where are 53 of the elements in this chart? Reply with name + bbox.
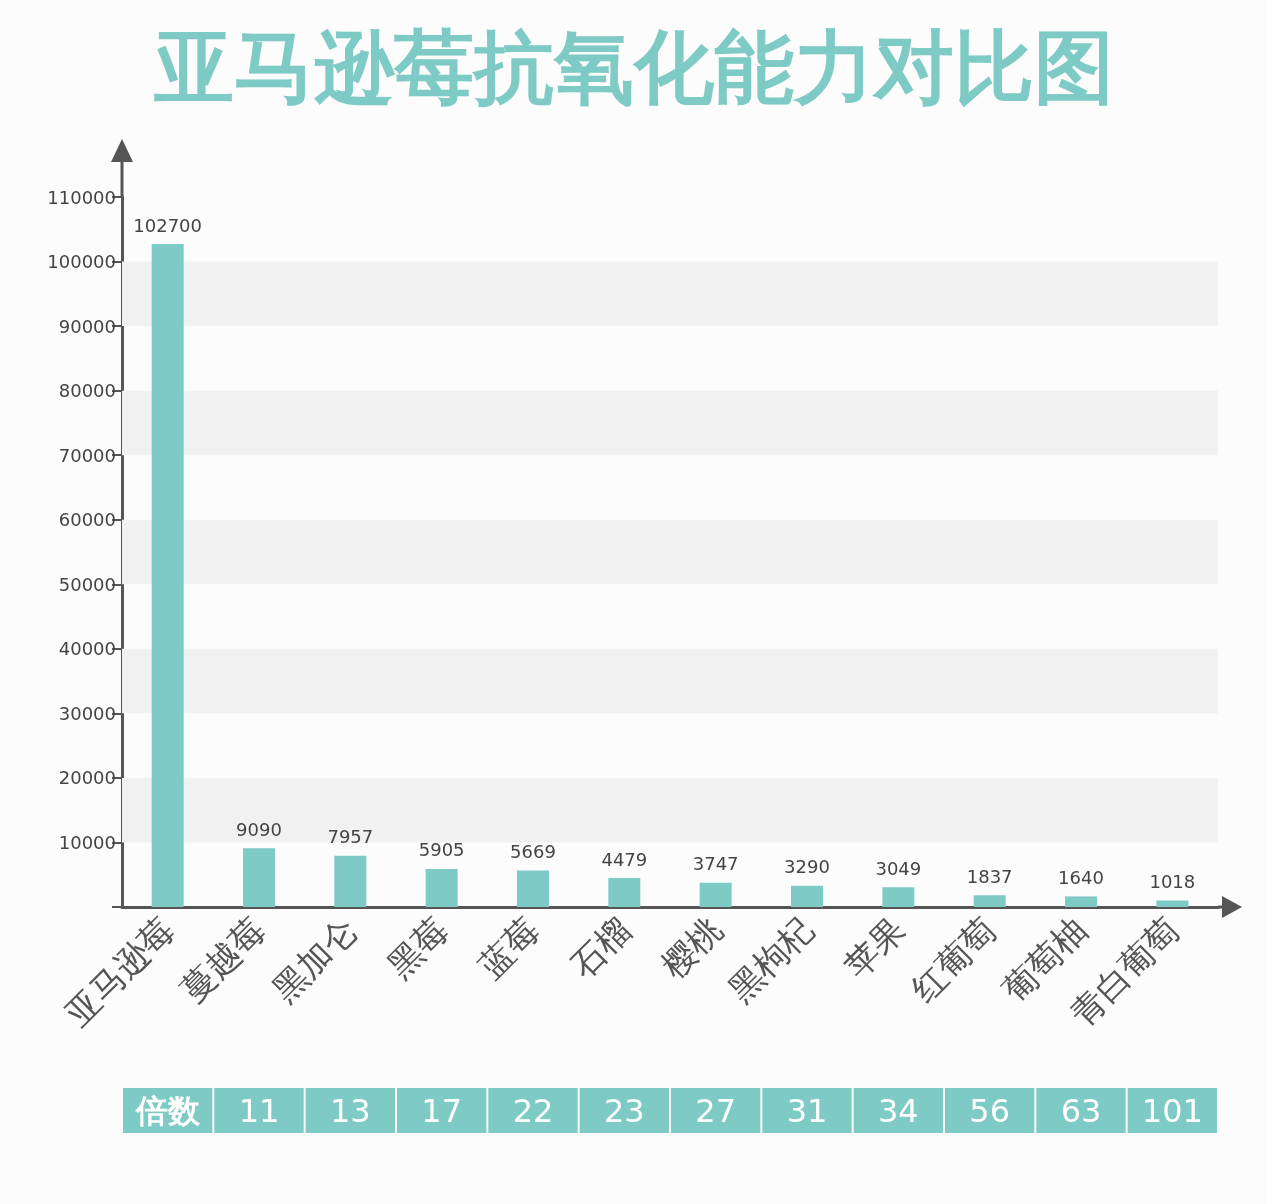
text: 34 bbox=[877, 1092, 919, 1130]
bar bbox=[791, 885, 823, 907]
text: 101 bbox=[1141, 1092, 1203, 1130]
y-tick-label: 110000 bbox=[47, 186, 116, 208]
bar bbox=[699, 882, 732, 907]
text: 63 bbox=[1060, 1092, 1102, 1130]
data-label: 3747 bbox=[692, 853, 739, 875]
text: 22 bbox=[512, 1092, 554, 1130]
data-label: 3290 bbox=[784, 856, 830, 878]
data-label: 1640 bbox=[1058, 866, 1104, 888]
y-tick-label: 50000 bbox=[58, 573, 116, 595]
data-label: 5905 bbox=[418, 839, 465, 861]
chart-title: 亚马逊莓抗氧化能力对比图 bbox=[152, 20, 1114, 114]
bar bbox=[973, 895, 1006, 907]
text: 56 bbox=[969, 1092, 1011, 1130]
bar bbox=[1065, 896, 1097, 907]
bar bbox=[243, 848, 275, 907]
y-tick-label: 80000 bbox=[58, 380, 116, 402]
y-tick-label: 30000 bbox=[58, 702, 116, 724]
text: 17 bbox=[421, 1092, 463, 1130]
data-label: 4479 bbox=[601, 848, 648, 870]
bar bbox=[882, 887, 915, 907]
data-label: 7957 bbox=[327, 826, 374, 848]
x-tick-label: 蓝莓 bbox=[470, 908, 548, 986]
text: 11 bbox=[238, 1092, 280, 1130]
y-tick-label: 60000 bbox=[58, 509, 116, 531]
x-tick-label: 黑莓 bbox=[379, 908, 456, 986]
text: 27 bbox=[695, 1092, 737, 1130]
x-tick-label: 黑加仑 bbox=[264, 908, 365, 1010]
y-tick-label: 20000 bbox=[58, 767, 116, 789]
y-tick-label: 100000 bbox=[47, 251, 116, 273]
bar bbox=[517, 870, 549, 907]
bar bbox=[1156, 900, 1189, 907]
x-tick-label: 苹果 bbox=[836, 908, 913, 986]
bar bbox=[334, 855, 367, 907]
text: 倍数 bbox=[134, 1092, 201, 1130]
bar bbox=[425, 868, 458, 907]
bar bbox=[608, 878, 641, 907]
data-label: 9090 bbox=[236, 818, 282, 840]
y-tick-label: 10000 bbox=[58, 831, 116, 853]
data-label: 1018 bbox=[1149, 870, 1196, 892]
text: 13 bbox=[329, 1092, 371, 1130]
data-label: 5669 bbox=[510, 840, 556, 862]
data-label: 3049 bbox=[875, 857, 922, 879]
y-tick-label: 70000 bbox=[58, 444, 116, 466]
text: 31 bbox=[786, 1092, 828, 1130]
data-label: 1837 bbox=[966, 865, 1013, 887]
text: 23 bbox=[603, 1092, 645, 1130]
bar bbox=[151, 244, 184, 907]
y-tick-label: 40000 bbox=[58, 638, 116, 660]
x-tick-label: 石榴 bbox=[562, 908, 639, 986]
data-label: 102700 bbox=[133, 214, 203, 236]
y-tick-label: 90000 bbox=[58, 315, 116, 337]
